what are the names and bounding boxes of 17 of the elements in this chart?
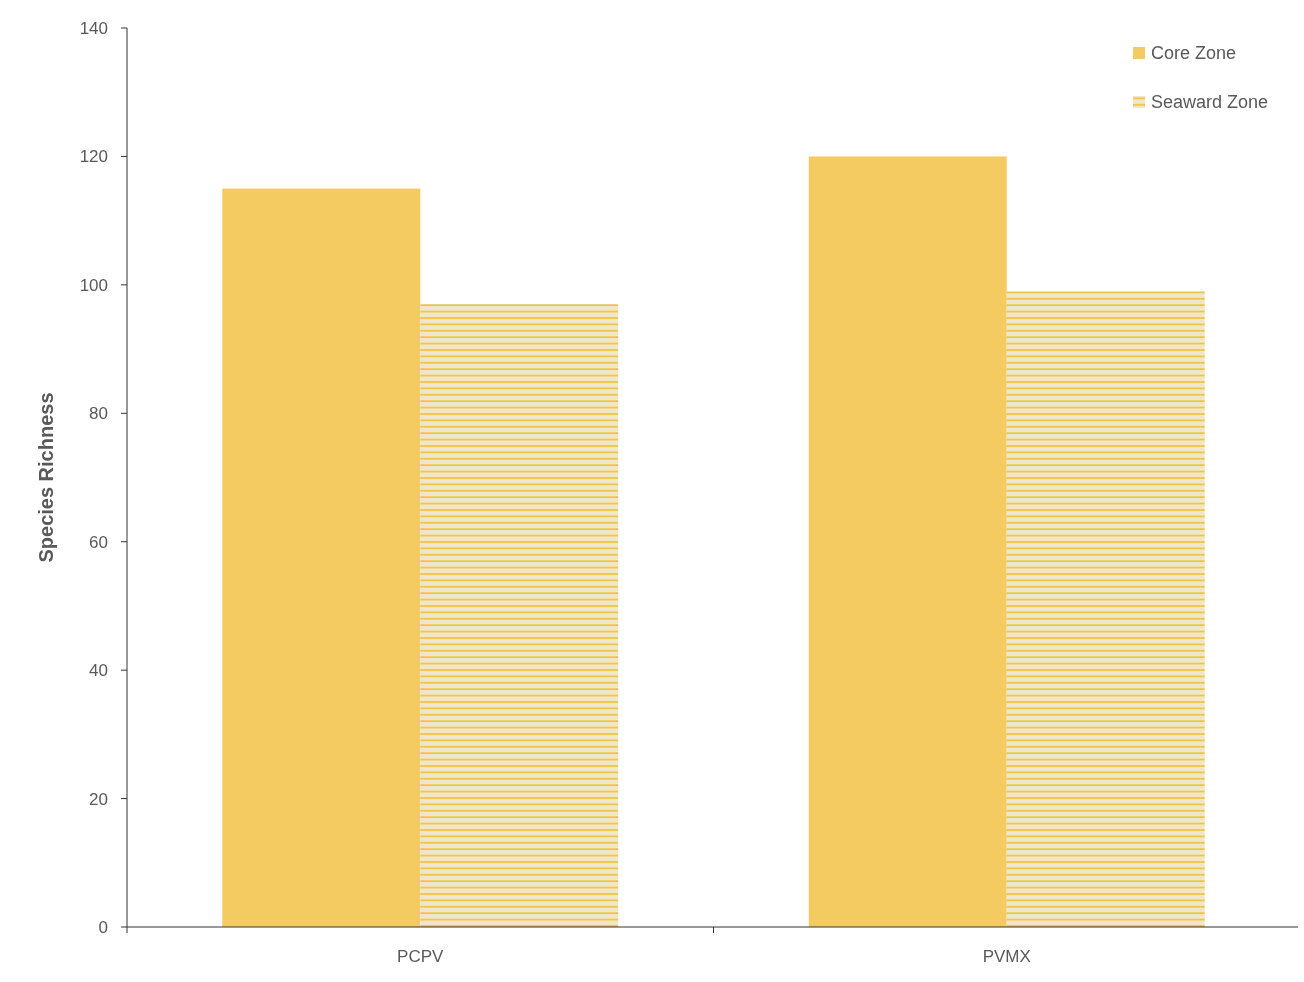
bar	[420, 304, 619, 927]
legend-label: Core Zone	[1151, 43, 1237, 64]
bar	[1006, 291, 1205, 927]
x-tick-label: PVMX	[982, 947, 1031, 966]
y-tick-label: 100	[79, 275, 108, 295]
y-tick-label: 0	[98, 917, 108, 937]
legend-label: Seaward Zone	[1151, 92, 1269, 113]
bar	[222, 188, 421, 927]
y-tick-label: 60	[89, 532, 108, 552]
y-axis-title: Species Richness	[35, 392, 57, 563]
y-tick-label: 80	[89, 404, 108, 424]
x-tick-label: PCPV	[397, 947, 445, 966]
y-tick-label: 140	[79, 18, 108, 38]
bar	[808, 156, 1007, 927]
y-tick-label: 120	[79, 147, 108, 167]
y-tick-label: 40	[89, 661, 108, 681]
y-tick-label: 20	[89, 789, 108, 809]
